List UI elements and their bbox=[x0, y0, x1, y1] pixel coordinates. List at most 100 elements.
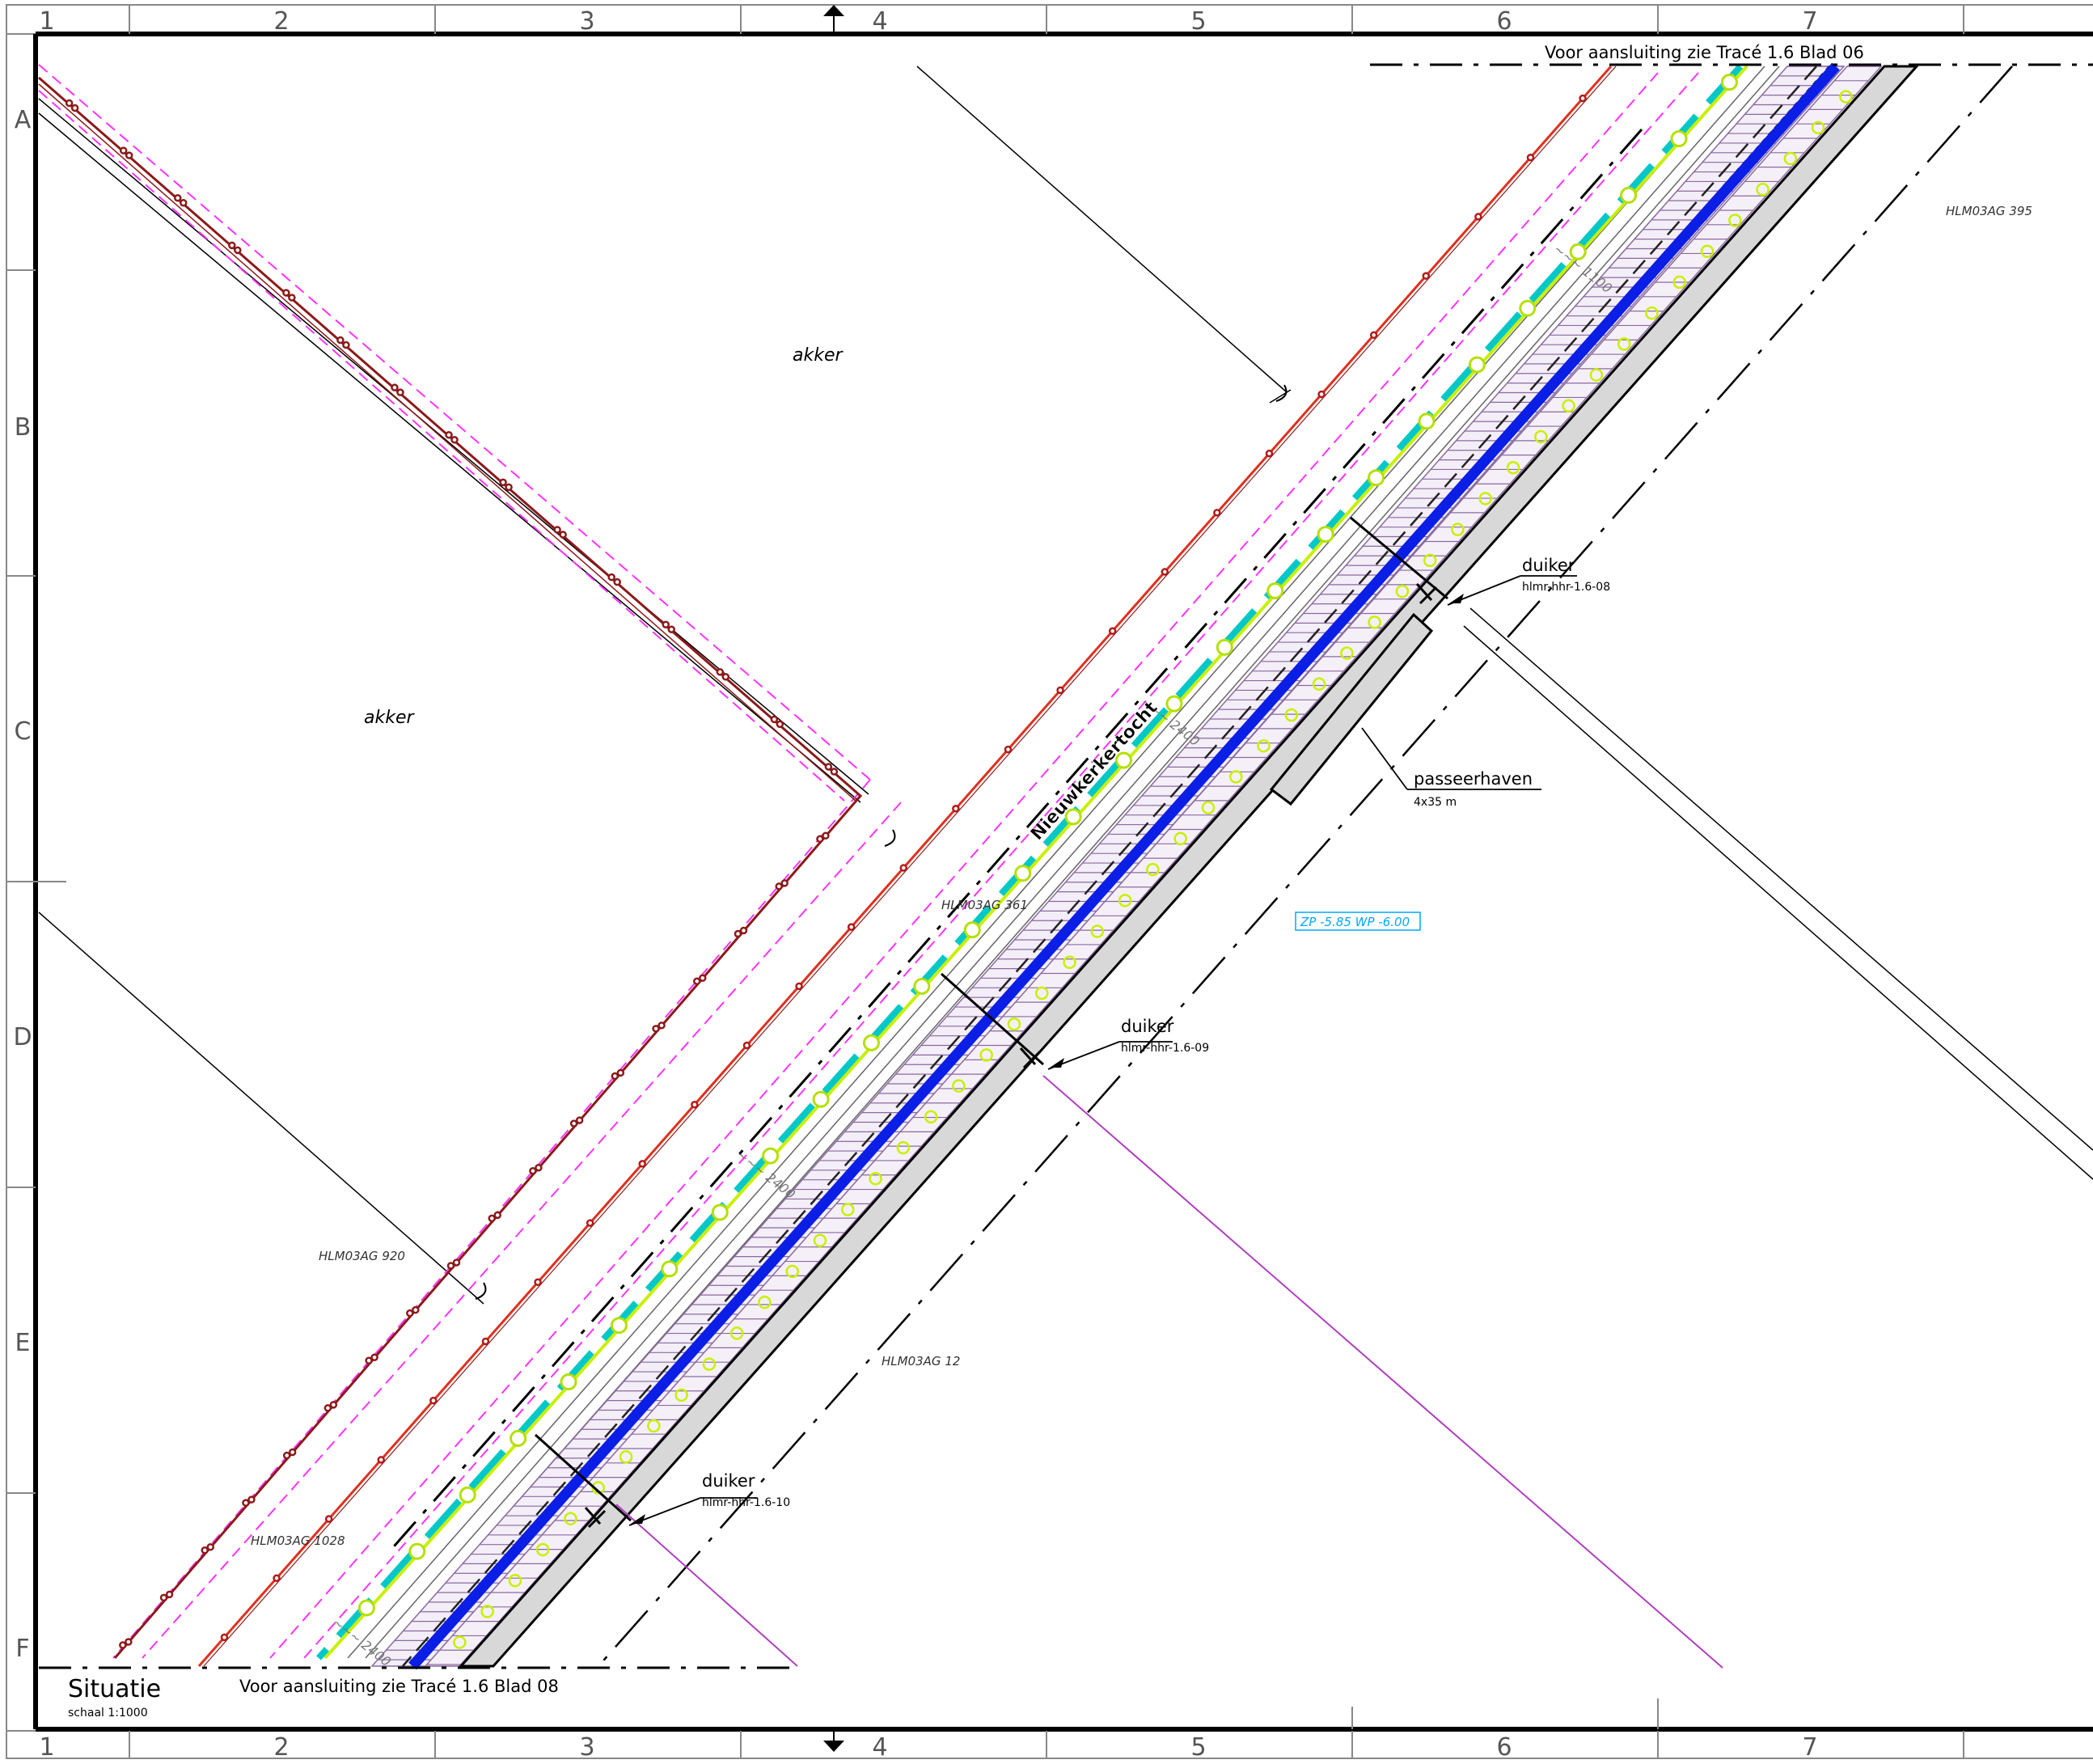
fence-marker bbox=[342, 341, 350, 349]
col-label: 5 bbox=[1190, 7, 1206, 36]
red-marker bbox=[1369, 331, 1378, 340]
yellow-marker bbox=[453, 1635, 467, 1649]
fence-marker bbox=[770, 715, 779, 724]
red-marker bbox=[1422, 272, 1431, 280]
yellow-marker bbox=[480, 1605, 494, 1618]
culvert-10-code: hlmr-hhr-1.6-10 bbox=[702, 1496, 790, 1509]
passeerhaven-outline bbox=[1269, 612, 1434, 806]
fence-marker bbox=[119, 1641, 127, 1649]
col-label: 2 bbox=[273, 1733, 289, 1762]
col-label: 1 bbox=[39, 1733, 54, 1762]
pipe-node bbox=[1266, 582, 1284, 599]
yellow-marker bbox=[758, 1295, 772, 1309]
yellow-marker bbox=[841, 1203, 855, 1216]
yellow-marker bbox=[1506, 460, 1520, 475]
fence-marker bbox=[652, 1025, 660, 1033]
fence-marker bbox=[611, 1072, 619, 1081]
yellow-marker bbox=[564, 1512, 577, 1525]
red-marker bbox=[1213, 509, 1221, 517]
yellow-marker bbox=[952, 1079, 966, 1093]
fence-marker bbox=[559, 531, 567, 539]
col-label: 6 bbox=[1496, 7, 1512, 36]
yellow-marker bbox=[1063, 955, 1076, 970]
yellow-marker bbox=[508, 1573, 522, 1588]
fence-marker bbox=[488, 1214, 496, 1223]
yellow-marker bbox=[1284, 708, 1299, 722]
fence-marker bbox=[667, 625, 676, 633]
pipe-node bbox=[1014, 865, 1032, 882]
pipe-node bbox=[459, 1486, 476, 1504]
col-label: 2 bbox=[273, 7, 289, 36]
yellow-marker bbox=[1173, 831, 1187, 846]
magenta-dashed-lines bbox=[38, 64, 1699, 1659]
fence-marker bbox=[824, 763, 833, 771]
col-label: 4 bbox=[872, 1733, 887, 1762]
fence-marker bbox=[493, 1211, 501, 1220]
yellow-marker bbox=[1645, 306, 1659, 320]
yellow-marker bbox=[1395, 584, 1410, 599]
red-marker bbox=[952, 805, 960, 813]
label-passeerhaven: passeerhaven bbox=[1414, 769, 1533, 789]
yellow-marker bbox=[1118, 894, 1132, 907]
cyan-pipe-line bbox=[316, 64, 1743, 1660]
yellow-marker bbox=[896, 1140, 911, 1155]
pipe-node bbox=[1368, 469, 1385, 487]
red-marker bbox=[1317, 390, 1326, 399]
culvert-08-code: hlmr-hhr-1.6-08 bbox=[1522, 581, 1610, 594]
column-labels: 1 2 3 4 5 6 7 1 2 3 4 5 6 7 bbox=[39, 7, 1817, 1762]
col-label: 5 bbox=[1190, 1733, 1206, 1762]
pipe-node bbox=[1418, 412, 1436, 430]
fence-marker bbox=[822, 831, 830, 840]
fence-marker bbox=[396, 388, 404, 396]
yellow-marker bbox=[1257, 738, 1271, 753]
annotations: akker akker HLM03AG 395 HLM03AG 361 HLM0… bbox=[68, 43, 2032, 1720]
label-parcel-1028: HLM03AG 1028 bbox=[251, 1533, 345, 1548]
fence-marker bbox=[505, 483, 513, 492]
col-label: 3 bbox=[579, 1733, 594, 1762]
pipe-node bbox=[762, 1147, 780, 1165]
fence-marker bbox=[180, 198, 188, 207]
red-marker bbox=[1161, 568, 1169, 576]
fence-marker bbox=[282, 1451, 291, 1460]
culvert-crossings bbox=[534, 516, 1448, 1529]
label-parcel-395: HLM03AG 395 bbox=[1946, 204, 2032, 218]
fence-marker bbox=[535, 1163, 543, 1172]
label-akker-1: akker bbox=[793, 345, 844, 366]
column-ticks bbox=[129, 5, 1964, 1758]
fence-marker bbox=[174, 193, 182, 202]
yellow-marker bbox=[1811, 121, 1825, 135]
yellow-marker bbox=[1783, 151, 1798, 166]
col-label: 7 bbox=[1802, 1733, 1817, 1762]
fence-marker bbox=[370, 1353, 378, 1361]
yellow-marker bbox=[1617, 337, 1631, 351]
fence-marker bbox=[329, 1401, 338, 1409]
label-water-level: ZP -5.85 WP -6.00 bbox=[1300, 915, 1410, 929]
pipe-node bbox=[510, 1429, 527, 1447]
culvert-tails bbox=[615, 1075, 1723, 1669]
culvert-10-title: duiker bbox=[702, 1471, 755, 1491]
fence-marker bbox=[336, 336, 345, 345]
row-label: B bbox=[15, 413, 32, 442]
pipe-node bbox=[1216, 638, 1233, 656]
yellow-marker bbox=[979, 1048, 993, 1062]
fence-marker bbox=[553, 526, 561, 534]
col-label: 1 bbox=[39, 7, 54, 36]
yellow-marker bbox=[674, 1388, 688, 1402]
yellow-marker bbox=[535, 1542, 550, 1557]
bank-lines bbox=[347, 66, 1780, 1659]
fence-marker bbox=[816, 835, 824, 844]
fence-marker bbox=[201, 1546, 209, 1555]
red-marker bbox=[1526, 153, 1535, 162]
fence-marker bbox=[288, 294, 296, 302]
fence-marker bbox=[739, 926, 748, 935]
red-boundary-shadow bbox=[203, 66, 1617, 1667]
row-ticks bbox=[6, 269, 66, 1494]
label-passeerhaven-size: 4x35 m bbox=[1414, 796, 1457, 809]
yellow-pipe-line bbox=[323, 65, 1748, 1660]
yellow-marker bbox=[1312, 677, 1326, 692]
water-line-blue bbox=[408, 62, 1840, 1670]
culvert-arrowheads bbox=[631, 594, 1464, 1524]
label-akker-2: akker bbox=[364, 708, 415, 728]
pipe-manholes bbox=[357, 74, 1738, 1617]
pipe-node bbox=[560, 1373, 577, 1391]
